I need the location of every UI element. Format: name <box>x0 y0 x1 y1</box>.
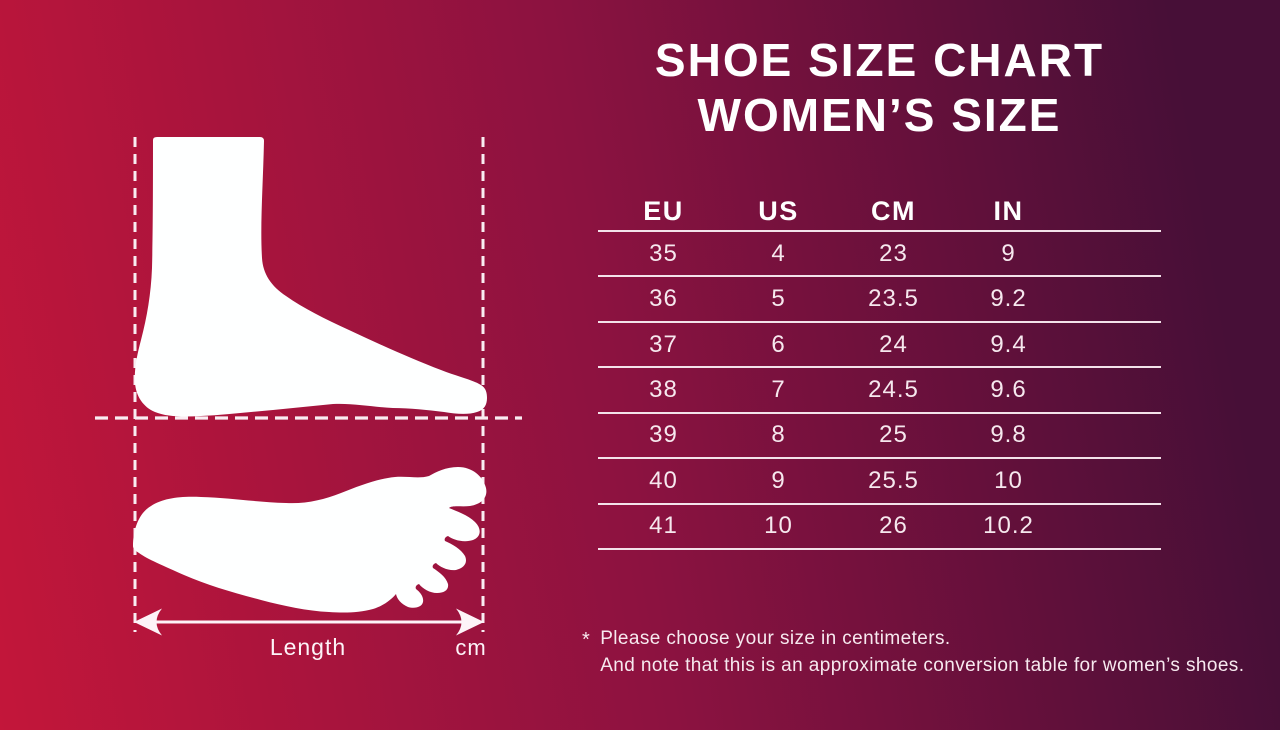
table-row: 41 10 26 10.2 <box>598 505 1161 551</box>
table-cell: 10 <box>994 466 1023 494</box>
table-cell: 25 <box>879 421 908 449</box>
table-cell: 36 <box>649 285 678 313</box>
table-cell: 10 <box>764 512 793 540</box>
table-cell: 9 <box>771 466 786 494</box>
table-cell: 9.6 <box>990 376 1027 404</box>
table-cell: 10.2 <box>983 512 1034 540</box>
table-cell: 40 <box>649 466 678 494</box>
table-cell: 25.5 <box>868 466 919 494</box>
table-row: 38 7 24.5 9.6 <box>598 368 1161 414</box>
top-foot-silhouette <box>133 467 487 613</box>
table-cell: 7 <box>771 376 786 404</box>
arrowhead-left <box>134 608 162 636</box>
table-row: 37 6 24 9.4 <box>598 323 1161 369</box>
table-cell: 24 <box>879 330 908 358</box>
table-cell: 9.4 <box>990 330 1027 358</box>
table-cell: 6 <box>771 330 786 358</box>
title-line2: WOMEN’S SIZE <box>697 89 1062 141</box>
footnote-text: Please choose your size in centimeters. … <box>600 626 1244 679</box>
foot-measurement-illustration <box>95 137 522 636</box>
table-row: 40 9 25.5 10 <box>598 459 1161 505</box>
table-body: 35 4 23 9 36 5 23.5 9.2 37 6 24 9.4 38 7 24.5 9.6 39 8 25 9… <box>598 232 1161 551</box>
table-cell: 23.5 <box>868 285 919 313</box>
size-table: EU US CM IN 35 4 23 9 36 5 23.5 9.2 37 6 24 9.4 38 7 2… <box>598 192 1161 551</box>
table-row: 39 8 25 9.8 <box>598 414 1161 460</box>
footnote-line2: And note that this is an approximate con… <box>600 654 1245 676</box>
table-cell: 35 <box>649 239 678 267</box>
footnote-line1: Please choose your size in centimeters. <box>600 628 951 649</box>
length-arrow <box>134 608 484 636</box>
table-cell: 5 <box>771 285 786 313</box>
table-cell: 26 <box>879 512 908 540</box>
column-header-eu: EU <box>643 195 684 226</box>
table-cell: 38 <box>649 376 678 404</box>
table-header-row: EU US CM IN <box>598 192 1161 232</box>
footnote: * Please choose your size in centimeters… <box>582 626 1244 679</box>
table-cell: 9.8 <box>990 421 1027 449</box>
arrowhead-right <box>456 608 484 636</box>
table-cell: 24.5 <box>868 376 919 404</box>
table-cell: 37 <box>649 330 678 358</box>
table-cell: 41 <box>649 512 678 540</box>
table-cell: 9 <box>1001 239 1016 267</box>
title-line1: SHOE SIZE CHART <box>654 34 1105 86</box>
table-cell: 4 <box>771 239 786 267</box>
column-header-cm: CM <box>871 195 916 226</box>
table-cell: 9.2 <box>990 285 1027 313</box>
table-cell: 39 <box>649 421 678 449</box>
table-row: 36 5 23.5 9.2 <box>598 277 1161 323</box>
side-foot-silhouette <box>134 137 487 417</box>
footnote-asterisk: * <box>582 629 591 651</box>
table-row: 35 4 23 9 <box>598 232 1161 278</box>
length-label: Length <box>269 634 347 660</box>
table-cell: 23 <box>879 239 908 267</box>
page-title: SHOE SIZE CHART WOMEN’S SIZE <box>598 33 1161 143</box>
table-cell: 8 <box>771 421 786 449</box>
column-header-in: IN <box>993 195 1024 226</box>
column-header-us: US <box>758 195 799 226</box>
unit-label: cm <box>455 635 487 660</box>
